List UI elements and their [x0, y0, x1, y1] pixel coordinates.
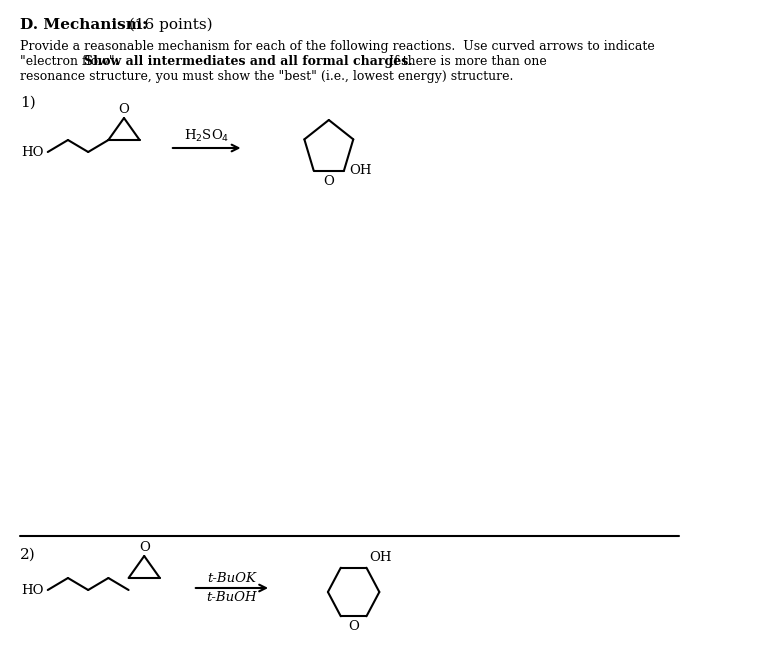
- Text: O: O: [349, 620, 359, 633]
- Text: Show all intermediates and all formal charges.: Show all intermediates and all formal ch…: [84, 55, 412, 68]
- Text: HO: HO: [21, 584, 44, 597]
- Text: "electron flow".: "electron flow".: [21, 55, 127, 68]
- Text: t-BuOK: t-BuOK: [207, 572, 256, 585]
- Text: O: O: [139, 541, 150, 554]
- Text: O: O: [119, 103, 129, 116]
- Text: 2): 2): [21, 548, 36, 562]
- Text: OH: OH: [369, 551, 392, 564]
- Text: (16 points): (16 points): [119, 18, 213, 32]
- Text: If there is more than one: If there is more than one: [381, 55, 547, 68]
- Text: H$_2$SO$_4$: H$_2$SO$_4$: [184, 128, 229, 144]
- Text: Provide a reasonable mechanism for each of the following reactions.  Use curved : Provide a reasonable mechanism for each …: [21, 40, 655, 53]
- Text: OH: OH: [349, 164, 372, 177]
- Text: HO: HO: [21, 145, 44, 159]
- Text: O: O: [323, 174, 334, 188]
- Text: resonance structure, you must show the "best" (i.e., lowest energy) structure.: resonance structure, you must show the "…: [21, 70, 514, 83]
- Text: 1): 1): [21, 96, 36, 110]
- Text: D. Mechanism:: D. Mechanism:: [21, 18, 148, 32]
- Text: t-BuOH: t-BuOH: [206, 591, 256, 604]
